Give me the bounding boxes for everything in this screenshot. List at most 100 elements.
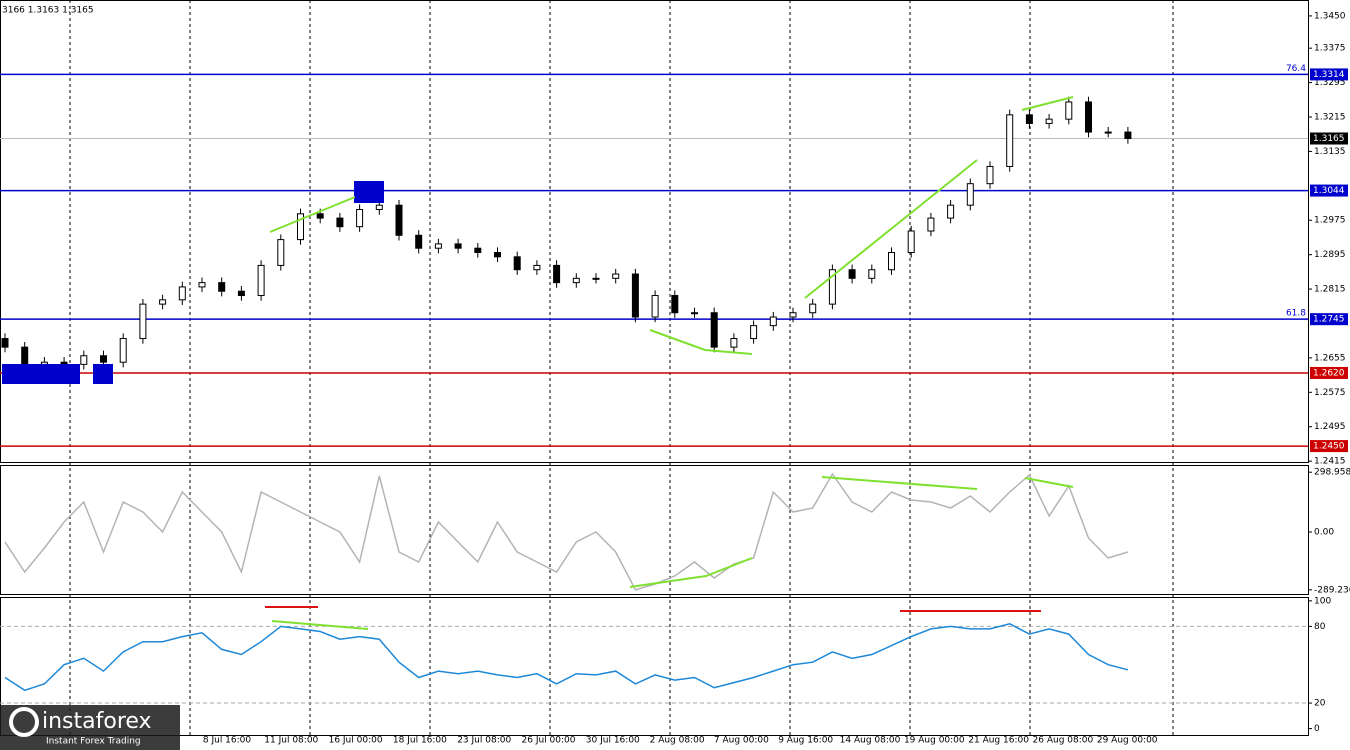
candle-body — [730, 338, 738, 348]
candle-body — [159, 299, 167, 305]
candle-body — [631, 273, 639, 318]
candle-body — [336, 217, 344, 228]
y-tick-label: -289.236 — [1314, 585, 1350, 595]
candle-body — [139, 303, 147, 340]
x-tick-label: 26 Aug 08:00 — [1033, 736, 1094, 746]
candle-body — [21, 346, 29, 365]
price-level-label: 1.3044 — [1313, 186, 1345, 196]
price-level-label: 1.2745 — [1313, 315, 1345, 325]
y-tick-label: 0 — [1314, 724, 1320, 734]
candle-body — [966, 183, 974, 206]
candle-body — [750, 325, 758, 340]
y-tick-label: 0.00 — [1314, 528, 1334, 538]
y-tick-label: 1.3375 — [1314, 44, 1346, 54]
fib-label: 61.8 — [1286, 309, 1306, 319]
price-level-box — [1310, 184, 1348, 197]
panel-borders — [0, 0, 1309, 736]
x-tick-label: 21 Aug 16:00 — [968, 736, 1029, 746]
y-tick-label: 1.3295 — [1314, 78, 1346, 88]
y-tick-label: 1.2575 — [1314, 388, 1346, 398]
candle-body — [257, 264, 265, 297]
candle-body — [494, 252, 501, 258]
price-level-box — [1310, 440, 1348, 453]
y-tick-label: 1.2815 — [1314, 285, 1346, 295]
candle-body — [986, 165, 994, 185]
y-tick-label: 1.2655 — [1314, 353, 1346, 363]
x-tick-label: 7 Aug 00:00 — [714, 736, 769, 746]
plot-layer: 1.3450 1.3375 1.3295 1.3215 1.3135 1.2975 1.28… — [0, 11, 1350, 734]
candle-body — [710, 312, 718, 348]
y-tick-label: 1.2495 — [1314, 422, 1346, 432]
price-level-label: 1.3314 — [1313, 70, 1345, 80]
logo-name: instaforex — [42, 709, 152, 734]
candle-body — [1025, 114, 1033, 124]
candle-body — [356, 208, 364, 228]
candle-body — [119, 338, 127, 363]
candle-body — [947, 204, 955, 219]
x-tick-label: 23 Jul 08:00 — [457, 736, 511, 746]
x-tick-label: 2 Aug 08:00 — [650, 736, 705, 746]
price-level-box — [1310, 68, 1348, 81]
candle-body — [395, 204, 403, 236]
candle-body — [474, 247, 482, 254]
candle-body — [553, 264, 561, 284]
candle-body — [178, 286, 186, 301]
candle-body — [415, 234, 423, 249]
candle-body — [297, 213, 304, 241]
candle-body — [1006, 114, 1014, 167]
candle-body — [1065, 101, 1073, 120]
price-level-box — [1310, 366, 1348, 379]
logo-tagline: Instant Forex Trading — [46, 737, 141, 747]
candle-body — [218, 282, 226, 292]
x-tick-label: 16 Jul 00:00 — [329, 736, 383, 746]
candle-body — [454, 243, 462, 249]
price-level-label: 1.2620 — [1313, 368, 1345, 378]
candle-body — [612, 273, 620, 279]
candle-body — [868, 269, 876, 279]
y-tick-label: 1.3215 — [1314, 113, 1346, 123]
x-tick-label: 19 Aug 00:00 — [904, 736, 965, 746]
price-level-box — [1310, 132, 1348, 145]
candle-body — [651, 295, 659, 318]
candle-body — [809, 303, 817, 314]
candle-body — [1085, 101, 1092, 133]
indicator-line — [4, 623, 1129, 692]
x-tick-label: 29 Aug 00:00 — [1097, 736, 1158, 746]
candle-body — [316, 213, 324, 219]
candle-body — [100, 355, 107, 363]
candle-body — [198, 282, 206, 288]
candle-body — [572, 277, 580, 284]
candle-body — [828, 269, 836, 305]
price-level-label: 1.3165 — [1313, 134, 1345, 144]
candle-body — [907, 230, 915, 254]
y-tick-label: 20 — [1314, 699, 1326, 709]
x-tick-label: 9 Aug 16:00 — [778, 736, 833, 746]
candle-body — [848, 269, 856, 279]
x-tick-label: 26 Jul 00:00 — [522, 736, 576, 746]
y-tick-label: 80 — [1314, 622, 1326, 632]
y-tick-label: 1.3135 — [1314, 147, 1346, 157]
candle-body — [1104, 131, 1112, 134]
candle-body — [80, 355, 88, 365]
y-tick-label: 1.3450 — [1314, 11, 1346, 21]
y-tick-label: 1.2415 — [1314, 457, 1346, 467]
candle-body — [434, 243, 442, 249]
y-tick-label: 1.2895 — [1314, 250, 1346, 260]
annotations — [2, 96, 1074, 630]
y-tick-label: 1.2975 — [1314, 216, 1346, 226]
candle-body — [671, 295, 679, 314]
x-tick-label: 11 Jul 08:00 — [264, 736, 318, 746]
candle-body — [592, 277, 600, 280]
price-level-box — [1310, 313, 1348, 326]
price-level-label: 1.2450 — [1313, 442, 1345, 452]
candle-body — [237, 290, 245, 297]
candle-body — [1045, 118, 1053, 124]
logo: instaforex Instant Forex Trading — [0, 705, 180, 750]
candle-body — [1, 338, 9, 348]
x-tick-label: 14 Aug 08:00 — [840, 736, 901, 746]
candle-body — [691, 312, 698, 315]
candle-body — [533, 264, 541, 271]
candle-body — [888, 252, 895, 271]
